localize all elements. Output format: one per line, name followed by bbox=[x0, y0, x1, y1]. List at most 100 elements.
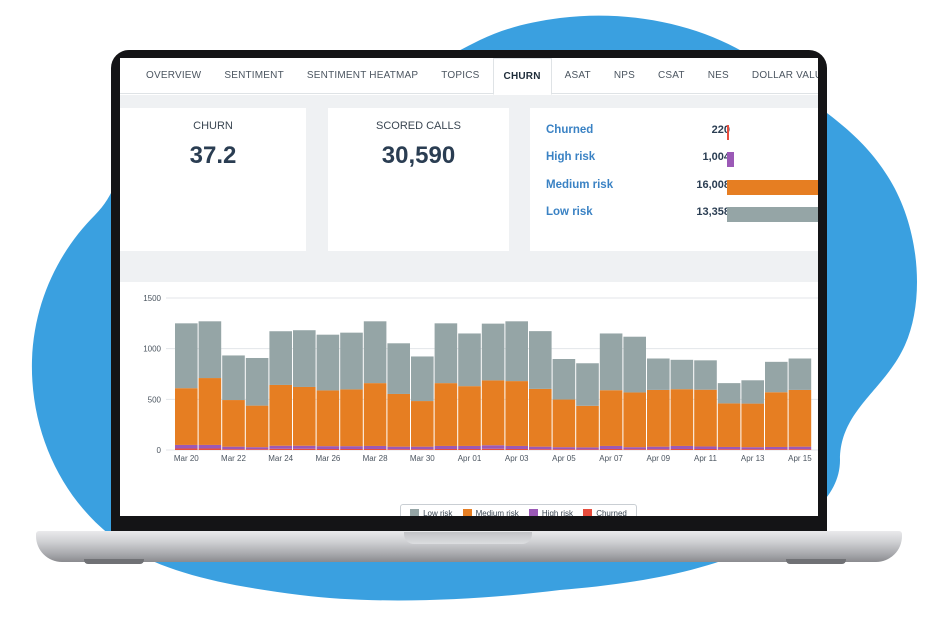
bar-segment-medium-risk[interactable] bbox=[623, 392, 646, 448]
bar-segment-low-risk[interactable] bbox=[552, 359, 576, 400]
bar-segment-low-risk[interactable] bbox=[340, 332, 363, 390]
tab-sentiment-heatmap[interactable]: SENTIMENT HEATMAP bbox=[306, 69, 419, 81]
tab-churn[interactable]: CHURN bbox=[492, 58, 552, 95]
bar-segment-low-risk[interactable] bbox=[788, 358, 812, 390]
bar-segment-medium-risk[interactable] bbox=[293, 386, 316, 446]
tab-dollar-value[interactable]: DOLLAR VALUE bbox=[751, 69, 818, 81]
bar-segment-churned[interactable] bbox=[434, 448, 458, 450]
bar-segment-high-risk[interactable] bbox=[788, 446, 812, 450]
tab-asat[interactable]: ASAT bbox=[564, 69, 591, 81]
bar-segment-churned[interactable] bbox=[505, 448, 528, 450]
bar-segment-medium-risk[interactable] bbox=[411, 401, 434, 447]
bar-segment-low-risk[interactable] bbox=[293, 330, 316, 387]
bar-segment-churned[interactable] bbox=[694, 448, 717, 450]
tab-topics[interactable]: TOPICS bbox=[441, 69, 480, 81]
bar-segment-high-risk[interactable] bbox=[599, 445, 623, 449]
bar-segment-high-risk[interactable] bbox=[363, 445, 387, 449]
bar-segment-high-risk[interactable] bbox=[576, 447, 599, 450]
bar-segment-high-risk[interactable] bbox=[175, 444, 198, 449]
bar-segment-low-risk[interactable] bbox=[599, 333, 623, 391]
bar-segment-low-risk[interactable] bbox=[670, 359, 694, 390]
bar-segment-high-risk[interactable] bbox=[741, 447, 764, 450]
bar-segment-medium-risk[interactable] bbox=[222, 400, 245, 447]
bar-segment-low-risk[interactable] bbox=[175, 323, 198, 389]
bar-segment-churned[interactable] bbox=[269, 448, 292, 450]
bar-segment-churned[interactable] bbox=[198, 448, 222, 450]
bar-segment-high-risk[interactable] bbox=[481, 445, 505, 449]
bar-segment-low-risk[interactable] bbox=[576, 363, 599, 406]
bar-segment-medium-risk[interactable] bbox=[340, 389, 363, 447]
bar-segment-medium-risk[interactable] bbox=[741, 403, 764, 448]
bar-segment-high-risk[interactable] bbox=[316, 446, 340, 449]
bar-segment-churned[interactable] bbox=[363, 448, 387, 450]
bar-segment-low-risk[interactable] bbox=[623, 336, 646, 393]
bar-segment-low-risk[interactable] bbox=[505, 321, 528, 382]
tab-csat[interactable]: CSAT bbox=[658, 69, 685, 81]
risk-row-churned[interactable]: Churned 220 bbox=[546, 124, 818, 140]
risk-row-medium[interactable]: Medium risk 16,008 bbox=[546, 179, 818, 195]
bar-segment-churned[interactable] bbox=[599, 448, 623, 450]
tab-sentiment[interactable]: SENTIMENT bbox=[224, 69, 284, 81]
bar-segment-medium-risk[interactable] bbox=[788, 389, 812, 447]
bar-segment-churned[interactable] bbox=[788, 449, 812, 450]
bar-segment-churned[interactable] bbox=[245, 449, 269, 450]
bar-segment-high-risk[interactable] bbox=[411, 446, 434, 450]
bar-segment-high-risk[interactable] bbox=[765, 446, 788, 450]
bar-segment-medium-risk[interactable] bbox=[505, 381, 528, 446]
legend-item[interactable]: Medium risk bbox=[462, 508, 519, 516]
bar-segment-medium-risk[interactable] bbox=[481, 380, 505, 446]
bar-segment-low-risk[interactable] bbox=[529, 331, 552, 389]
bar-segment-churned[interactable] bbox=[340, 448, 363, 450]
tab-overview[interactable]: OVERVIEW bbox=[146, 69, 202, 81]
bar-segment-churned[interactable] bbox=[529, 449, 552, 450]
bar-segment-low-risk[interactable] bbox=[411, 356, 434, 402]
bar-segment-low-risk[interactable] bbox=[363, 321, 387, 384]
bar-segment-churned[interactable] bbox=[765, 449, 788, 450]
bar-segment-high-risk[interactable] bbox=[529, 446, 552, 450]
bar-segment-medium-risk[interactable] bbox=[552, 399, 576, 448]
bar-segment-high-risk[interactable] bbox=[340, 446, 363, 449]
bar-segment-churned[interactable] bbox=[576, 449, 599, 450]
bar-segment-medium-risk[interactable] bbox=[363, 383, 387, 446]
tab-nes[interactable]: NES bbox=[707, 69, 729, 81]
risk-row-low[interactable]: Low risk 13,358 bbox=[546, 206, 818, 222]
bar-segment-churned[interactable] bbox=[717, 449, 741, 450]
bar-segment-high-risk[interactable] bbox=[245, 447, 269, 450]
bar-segment-medium-risk[interactable] bbox=[316, 390, 340, 447]
bar-segment-medium-risk[interactable] bbox=[670, 389, 694, 446]
bar-segment-medium-risk[interactable] bbox=[387, 393, 410, 447]
risk-row-high[interactable]: High risk 1,004 bbox=[546, 151, 818, 167]
legend-item[interactable]: Churned bbox=[583, 508, 627, 516]
bar-segment-medium-risk[interactable] bbox=[458, 386, 481, 446]
bar-segment-high-risk[interactable] bbox=[505, 445, 528, 449]
bar-segment-low-risk[interactable] bbox=[245, 357, 269, 406]
bar-segment-low-risk[interactable] bbox=[647, 358, 670, 390]
bar-segment-high-risk[interactable] bbox=[623, 447, 646, 450]
bar-segment-churned[interactable] bbox=[316, 448, 340, 450]
bar-segment-high-risk[interactable] bbox=[647, 446, 670, 450]
bar-segment-high-risk[interactable] bbox=[269, 445, 292, 449]
bar-segment-low-risk[interactable] bbox=[316, 334, 340, 391]
bar-segment-medium-risk[interactable] bbox=[529, 388, 552, 447]
bar-segment-churned[interactable] bbox=[222, 449, 245, 450]
bar-segment-medium-risk[interactable] bbox=[198, 378, 222, 445]
tab-nps[interactable]: NPS bbox=[613, 69, 636, 81]
bar-segment-high-risk[interactable] bbox=[222, 446, 245, 450]
bar-segment-medium-risk[interactable] bbox=[694, 389, 717, 447]
bar-segment-high-risk[interactable] bbox=[552, 447, 576, 450]
bar-segment-medium-risk[interactable] bbox=[175, 388, 198, 445]
legend-item[interactable]: Low risk bbox=[410, 508, 452, 516]
bar-segment-low-risk[interactable] bbox=[387, 343, 410, 394]
bar-segment-medium-risk[interactable] bbox=[269, 384, 292, 446]
bar-segment-churned[interactable] bbox=[387, 449, 410, 450]
bar-segment-low-risk[interactable] bbox=[458, 333, 481, 387]
bar-segment-medium-risk[interactable] bbox=[647, 389, 670, 447]
bar-segment-medium-risk[interactable] bbox=[599, 390, 623, 446]
bar-segment-high-risk[interactable] bbox=[458, 445, 481, 449]
bar-segment-churned[interactable] bbox=[647, 449, 670, 450]
bar-segment-high-risk[interactable] bbox=[434, 445, 458, 449]
bar-segment-churned[interactable] bbox=[552, 449, 576, 450]
bar-segment-low-risk[interactable] bbox=[481, 323, 505, 381]
bar-segment-churned[interactable] bbox=[411, 449, 434, 450]
bar-segment-medium-risk[interactable] bbox=[576, 405, 599, 448]
